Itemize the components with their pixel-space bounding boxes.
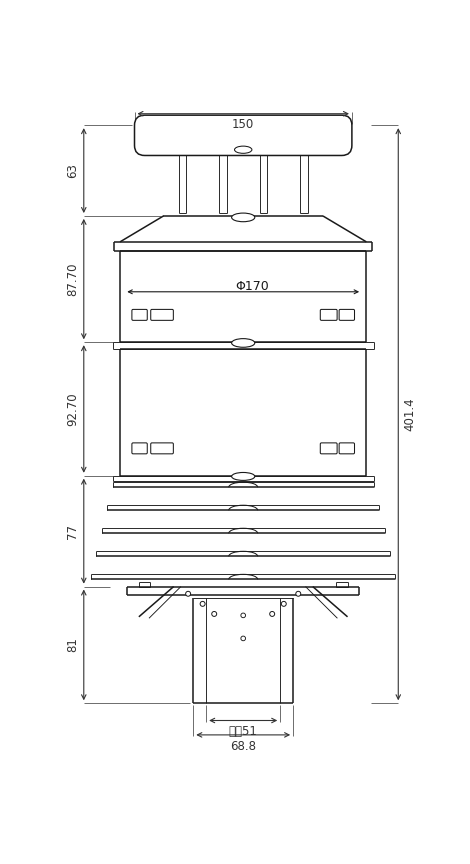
FancyBboxPatch shape bbox=[132, 443, 147, 454]
Circle shape bbox=[212, 612, 217, 616]
Text: 77: 77 bbox=[66, 524, 79, 538]
FancyBboxPatch shape bbox=[151, 443, 173, 454]
Text: 401.4: 401.4 bbox=[403, 397, 416, 431]
Ellipse shape bbox=[235, 146, 252, 153]
Circle shape bbox=[200, 601, 205, 607]
Circle shape bbox=[296, 591, 301, 596]
Text: 63: 63 bbox=[66, 163, 79, 178]
Text: 150: 150 bbox=[232, 118, 254, 131]
FancyBboxPatch shape bbox=[339, 443, 354, 454]
Circle shape bbox=[270, 612, 274, 616]
FancyBboxPatch shape bbox=[151, 309, 173, 321]
FancyBboxPatch shape bbox=[132, 309, 147, 321]
Ellipse shape bbox=[232, 339, 255, 347]
Text: Φ170: Φ170 bbox=[235, 280, 269, 293]
FancyBboxPatch shape bbox=[320, 443, 337, 454]
Text: 68.8: 68.8 bbox=[230, 740, 256, 753]
Circle shape bbox=[241, 613, 245, 618]
Text: 81: 81 bbox=[66, 638, 79, 652]
FancyBboxPatch shape bbox=[339, 309, 354, 321]
FancyBboxPatch shape bbox=[320, 309, 337, 321]
Text: 内径51: 内径51 bbox=[229, 725, 258, 738]
Circle shape bbox=[241, 636, 245, 641]
FancyBboxPatch shape bbox=[134, 115, 352, 156]
Circle shape bbox=[186, 591, 191, 596]
Ellipse shape bbox=[232, 473, 255, 480]
Circle shape bbox=[282, 601, 286, 607]
Ellipse shape bbox=[232, 213, 255, 222]
Text: 87.70: 87.70 bbox=[66, 263, 79, 295]
Text: 92.70: 92.70 bbox=[66, 392, 79, 426]
